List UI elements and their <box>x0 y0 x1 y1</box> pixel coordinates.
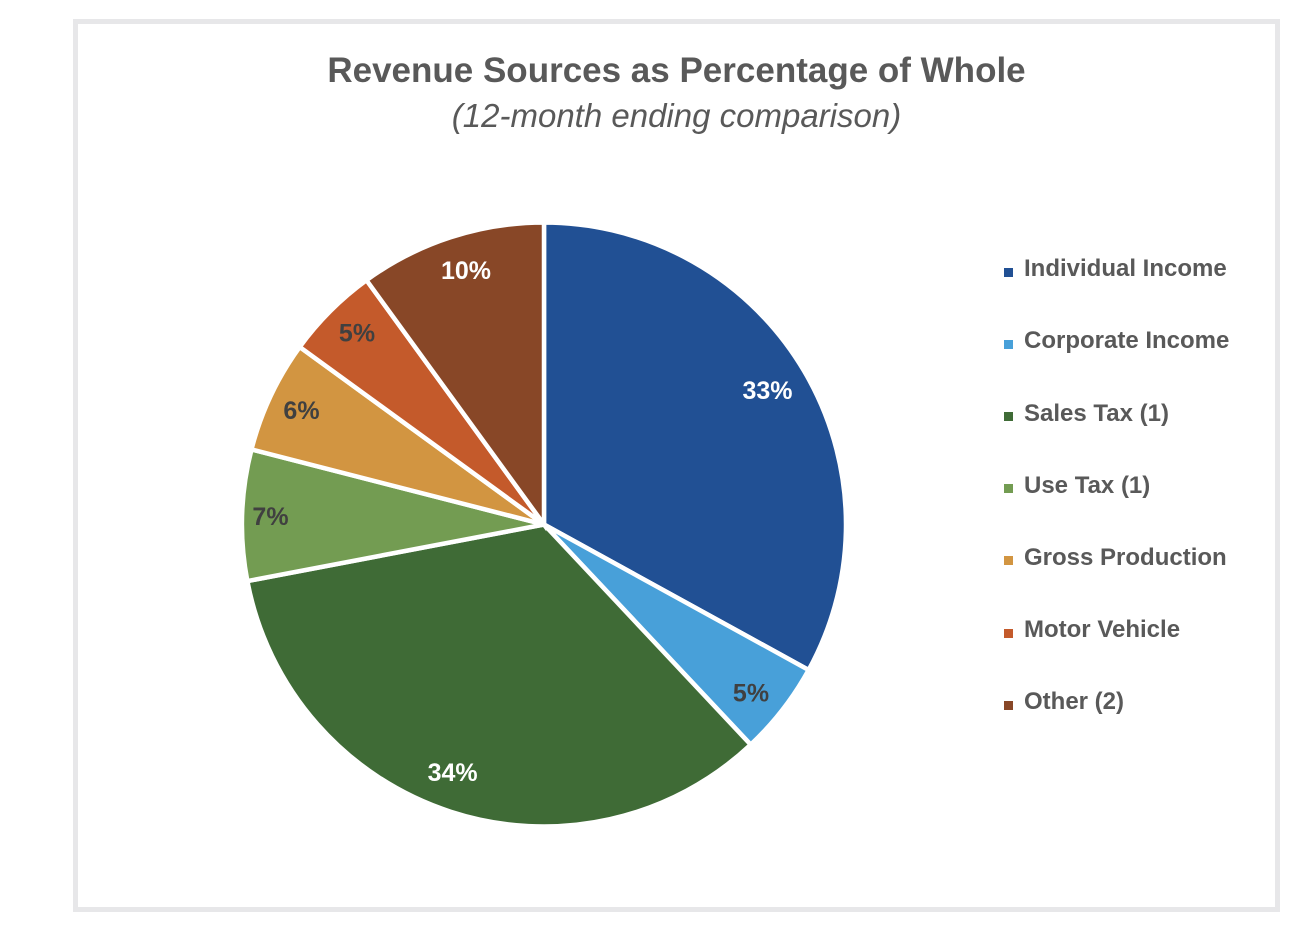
svg-text:33%: 33% <box>742 377 792 405</box>
svg-text:7%: 7% <box>252 503 288 531</box>
svg-text:5%: 5% <box>733 680 769 708</box>
svg-text:34%: 34% <box>428 759 478 787</box>
svg-text:5%: 5% <box>339 320 375 348</box>
svg-text:6%: 6% <box>283 397 319 425</box>
svg-text:10%: 10% <box>441 257 491 285</box>
